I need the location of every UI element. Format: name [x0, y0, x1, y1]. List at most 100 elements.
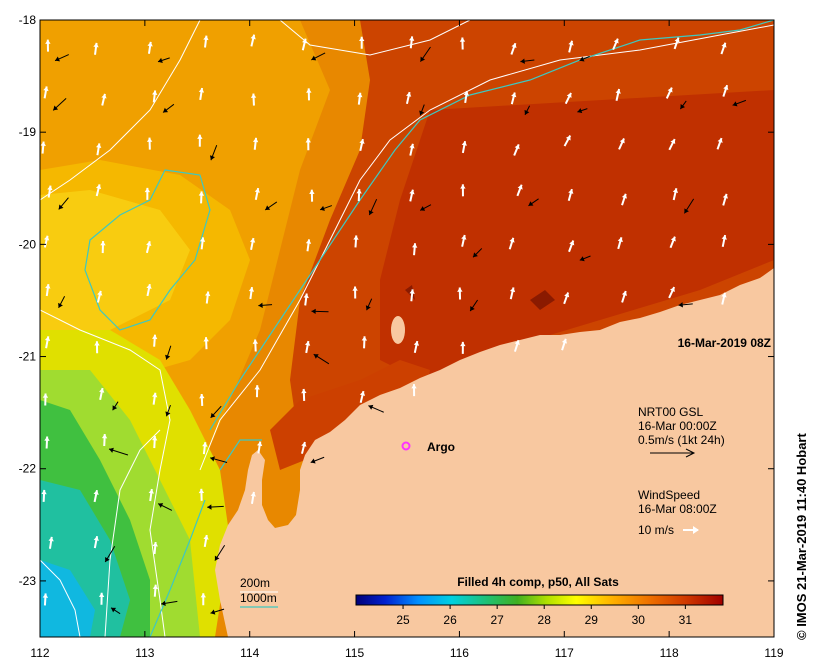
current-arrow-icon	[368, 404, 384, 413]
current-arrow-icon	[54, 54, 69, 62]
wind-arrow-icon	[144, 187, 151, 200]
colorbar-tick-label: 29	[585, 613, 599, 627]
wind-arrow-icon	[563, 134, 572, 147]
current-arrow-icon	[524, 105, 531, 116]
current-arrow-icon	[108, 447, 129, 456]
credit-label: © IMOS 21-Mar-2019 11:40 Hobart	[794, 433, 809, 640]
wind-arrow-icon	[665, 87, 673, 99]
current-arrow-icon	[683, 198, 695, 214]
lat-tick-label: -22	[19, 462, 37, 476]
wind-arrow-icon	[152, 541, 158, 555]
wind-arrow-icon	[254, 187, 260, 201]
wind-arrow-icon	[460, 341, 466, 354]
wind-arrow-icon	[672, 188, 679, 201]
wind-arrow-icon	[722, 84, 729, 97]
wind-arrow-icon	[48, 536, 54, 549]
wind-legend-time: 16-Mar 08:00Z	[638, 502, 717, 516]
wind-arrow-icon	[96, 290, 103, 303]
argo-label: Argo	[427, 440, 455, 454]
wind-arrow-icon	[621, 193, 627, 206]
wind-arrow-icon	[461, 234, 467, 247]
wind-arrow-icon	[568, 40, 574, 53]
wind-arrow-icon	[357, 92, 363, 105]
wind-arrow-icon	[301, 38, 308, 51]
wind-arrow-icon	[146, 283, 152, 297]
wind-arrow-icon	[145, 241, 152, 254]
vector-field	[40, 34, 747, 615]
wind-arrow-icon	[101, 93, 107, 106]
current-arrow-icon	[214, 545, 226, 561]
wind-arrow-icon	[94, 341, 100, 354]
wind-arrow-icon	[612, 38, 619, 51]
current-arrow-icon	[209, 145, 218, 161]
wind-arrow-icon	[44, 336, 51, 349]
wind-arrow-icon	[148, 488, 154, 502]
wind-arrow-icon	[199, 393, 205, 407]
current-arrow-icon	[365, 298, 373, 311]
current-arrow-icon	[419, 104, 425, 116]
current-arrow-icon	[310, 456, 325, 464]
current-arrow-icon	[579, 255, 591, 262]
wind-arrow-icon	[305, 239, 312, 252]
isobath-1000-label: 1000m	[240, 591, 277, 605]
current-arrow-icon	[157, 57, 170, 63]
colorbar-tick-label: 26	[443, 613, 457, 627]
wind-arrow-icon	[101, 433, 108, 447]
current-arrow-icon	[368, 198, 378, 216]
wind-arrow-icon	[249, 237, 256, 250]
wind-arrow-icon	[250, 93, 257, 106]
wind-arrow-icon	[42, 593, 49, 606]
wind-arrow-icon	[205, 291, 211, 304]
colorbar-tick-label: 25	[396, 613, 410, 627]
wind-legend-scale: 10 m/s	[638, 523, 674, 537]
wind-arrow-icon	[409, 289, 415, 302]
current-arrow-icon	[165, 345, 172, 360]
barrow-island	[391, 316, 405, 344]
wind-arrow-icon	[460, 184, 466, 197]
wind-arrow-icon	[96, 143, 102, 156]
wind-arrow-icon	[668, 138, 676, 151]
current-legend-title: NRT00 GSL	[638, 405, 703, 419]
lon-tick-label: 116	[450, 646, 469, 660]
colorbar-title: Filled 4h comp, p50, All Sats	[457, 575, 619, 589]
wind-arrow-icon	[256, 441, 263, 454]
wind-arrow-icon	[152, 436, 158, 449]
current-arrow-icon	[678, 302, 693, 308]
current-arrow-icon	[104, 545, 116, 563]
wind-arrow-icon	[304, 340, 311, 354]
wind-arrow-icon	[43, 86, 49, 99]
wind-arrow-icon	[198, 191, 205, 204]
wind-arrow-icon	[152, 334, 158, 347]
axes: 112 113 114 115 116 117 118 119 -18 -19 -20 -21 -22 -…	[19, 13, 784, 660]
wind-arrow-icon	[198, 488, 205, 501]
colorbar	[355, 594, 724, 606]
current-arrow-icon	[419, 204, 432, 211]
wind-arrow-icon	[45, 39, 51, 52]
wind-arrow-icon	[409, 189, 415, 202]
wind-arrow-icon	[95, 184, 102, 197]
wind-arrow-icon	[409, 143, 415, 156]
wind-arrow-icon	[463, 90, 469, 104]
wind-arrow-icon	[47, 185, 53, 198]
wind-arrow-icon	[203, 337, 209, 350]
wind-arrow-icon	[309, 189, 315, 202]
wind-arrow-icon	[43, 235, 50, 248]
current-arrow-icon	[579, 55, 590, 62]
wind-arrow-icon	[93, 536, 99, 549]
wind-arrow-icon	[152, 90, 158, 103]
wind-arrow-icon	[250, 34, 256, 47]
wind-arrow-icon	[716, 137, 723, 150]
current-arrow-icon	[313, 353, 330, 365]
lon-tick-label: 117	[555, 646, 574, 660]
current-arrow-icon	[52, 97, 67, 111]
wind-arrow-icon	[459, 37, 466, 50]
sst-field: Argo 16-Mar-2019 08Z NRT00 GSL 16-Mar 00…	[40, 20, 774, 637]
current-arrow-icon	[311, 52, 326, 61]
wind-arrow-icon	[510, 92, 517, 105]
wind-arrow-icon	[198, 87, 205, 101]
wind-arrow-icon	[405, 91, 412, 105]
wind-arrow-icon	[567, 188, 574, 201]
current-legend-time: 16-Mar 00:00Z	[638, 419, 717, 433]
current-arrow-icon	[528, 198, 539, 207]
